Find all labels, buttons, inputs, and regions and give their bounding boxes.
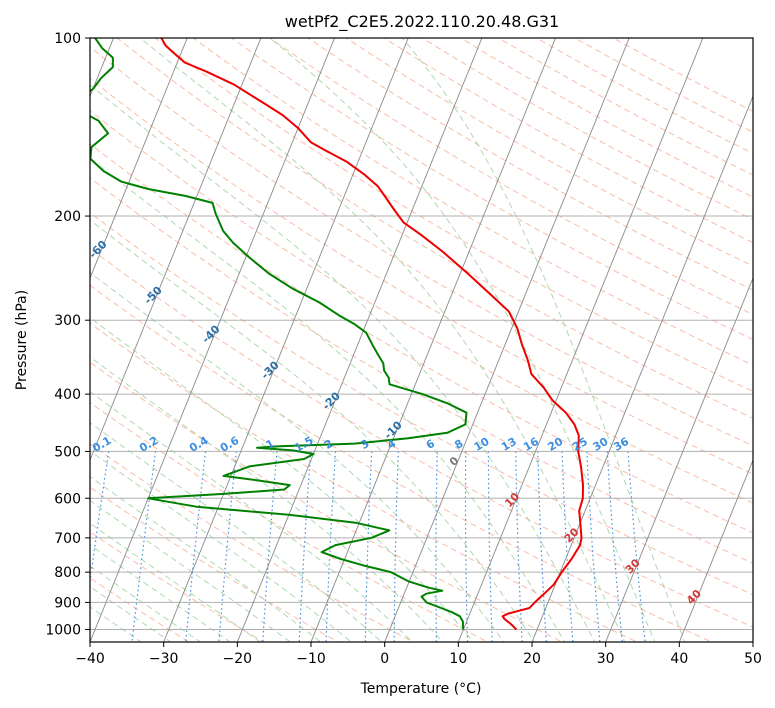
dry-adiabat xyxy=(268,38,753,316)
isotherm-line xyxy=(531,94,753,642)
dry-adiabat xyxy=(90,443,415,642)
isotherm-line xyxy=(236,38,483,642)
x-tick-label: −30 xyxy=(149,651,179,667)
x-axis-label: Temperature (°C) xyxy=(360,681,482,697)
moist-adiabat xyxy=(90,499,292,642)
moist-adiabat xyxy=(90,565,202,642)
moist-adiabat xyxy=(90,606,143,642)
y-axis-label: Pressure (hPa) xyxy=(14,290,30,390)
x-tick-label: −10 xyxy=(296,651,326,667)
x-tick-label: 0 xyxy=(380,651,389,667)
dry-adiabat xyxy=(573,38,753,133)
plot-area: 0.10.20.40.611.52346810131620253036-100-… xyxy=(90,38,753,642)
dry-adiabat xyxy=(90,110,753,504)
y-tick-label: 800 xyxy=(54,565,81,581)
dry-adiabat xyxy=(90,322,639,642)
moist-adiabat xyxy=(401,38,686,642)
isotherms xyxy=(90,38,753,642)
dry-adiabat xyxy=(383,38,753,244)
isotherm-line xyxy=(163,38,409,642)
dry-adiabat xyxy=(90,177,753,564)
dry-adiabat xyxy=(192,38,753,366)
isotherm-line xyxy=(678,458,753,642)
dry-adiabat xyxy=(459,38,753,198)
dry-adiabat xyxy=(497,38,753,176)
dry-adiabat xyxy=(90,143,753,534)
sounding-profiles xyxy=(90,38,584,631)
dry-adiabat xyxy=(116,38,753,419)
isotherm-line xyxy=(457,38,704,642)
dry-adiabat xyxy=(90,247,753,628)
y-tick-label: 600 xyxy=(54,491,81,507)
isotherm-line xyxy=(310,38,557,642)
moist-adiabat xyxy=(90,586,172,642)
y-tick-label: 300 xyxy=(54,313,81,329)
y-tick-label: 500 xyxy=(54,444,81,460)
chart-title: wetPf2_C2E5.2022.110.20.48.G31 xyxy=(285,12,559,32)
x-tick-label: 30 xyxy=(597,651,615,667)
y-tick-label: 700 xyxy=(54,531,81,547)
dry-adiabats xyxy=(90,38,753,642)
temperature-profile-line xyxy=(160,38,584,631)
y-tick-label: 1000 xyxy=(45,622,81,638)
x-tick-label: −20 xyxy=(223,651,253,667)
dry-adiabat xyxy=(306,38,753,291)
moist-adiabat xyxy=(90,317,474,642)
plot-frame xyxy=(89,37,754,643)
isotherm-line xyxy=(605,276,753,642)
dry-adiabat xyxy=(90,212,753,596)
moist-adiabat xyxy=(269,38,656,642)
moist-adiabat xyxy=(90,522,261,642)
y-tick-label: 200 xyxy=(54,209,81,225)
dry-adiabat xyxy=(90,46,753,447)
x-tick-label: 40 xyxy=(670,651,688,667)
dry-adiabat xyxy=(90,284,713,642)
dry-adiabat xyxy=(90,486,340,642)
isotherm-line xyxy=(90,38,188,280)
isotherm-line xyxy=(90,38,262,462)
y-tick-label: 900 xyxy=(54,595,81,611)
dry-adiabat xyxy=(90,401,489,642)
dewpoint-profile-line xyxy=(90,38,468,630)
x-tick-label: 10 xyxy=(449,651,467,667)
axes: −40 −30 −20 −10 0 10 20 30 40 50 100 200 300 400 500 60… xyxy=(45,31,762,667)
y-tick-label: 400 xyxy=(54,387,81,403)
x-tick-label: −40 xyxy=(75,651,105,667)
moist-adiabat xyxy=(90,544,232,642)
x-tick-label: 50 xyxy=(744,651,762,667)
isotherm-line xyxy=(90,38,336,642)
isotherm-line xyxy=(384,38,630,642)
x-tick-label: 20 xyxy=(523,651,541,667)
y-tick-label: 100 xyxy=(54,31,81,47)
